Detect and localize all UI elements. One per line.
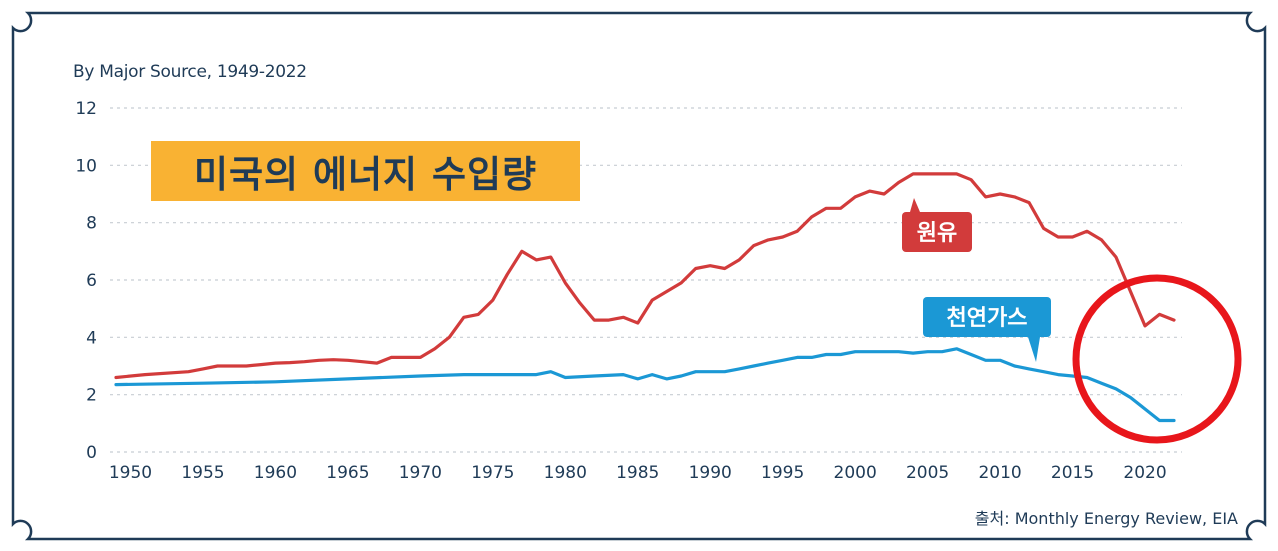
y-tick-label: 10: [75, 156, 97, 176]
x-tick-label: 1950: [109, 463, 152, 483]
chart-frame: [11, 11, 1267, 541]
x-tick-label: 1995: [761, 463, 804, 483]
x-tick-label: 2015: [1051, 463, 1094, 483]
x-tick-label: 1980: [544, 463, 587, 483]
crude-oil-label: 원유: [917, 221, 957, 246]
natural-gas-label: 천연가스: [947, 306, 1028, 331]
chart-subtitle: By Major Source, 1949-2022: [73, 62, 307, 82]
crude-oil-badge: 원유: [902, 198, 972, 252]
natural-gas-badge: 천연가스: [923, 297, 1051, 362]
y-tick-label: 6: [86, 271, 97, 291]
series-lines: [114, 172, 1176, 423]
x-tick-label: 1970: [399, 463, 442, 483]
crude-oil-line: [114, 172, 1176, 380]
x-tick-label: 1990: [689, 463, 732, 483]
x-tick-label: 2005: [906, 463, 949, 483]
y-axis: 0 2 4 6 8 10 12: [75, 99, 97, 463]
x-tick-label: 2010: [978, 463, 1021, 483]
chart-title: 미국의 에너지 수입량: [193, 153, 538, 196]
x-tick-label: 1975: [471, 463, 514, 483]
y-tick-label: 2: [86, 386, 97, 406]
x-tick-label: 1965: [326, 463, 369, 483]
y-tick-label: 4: [86, 328, 97, 348]
y-tick-label: 0: [86, 443, 97, 463]
x-tick-label: 1960: [254, 463, 297, 483]
y-tick-label: 12: [75, 99, 97, 119]
y-tick-label: 8: [86, 214, 97, 234]
highlight-circle: [1072, 274, 1242, 444]
x-tick-label: 2000: [834, 463, 877, 483]
title-banner: 미국의 에너지 수입량: [151, 141, 580, 201]
natural-gas-line: [114, 347, 1176, 423]
x-tick-label: 2020: [1123, 463, 1166, 483]
x-tick-label: 1985: [616, 463, 659, 483]
source-note: 출처: Monthly Energy Review, EIA: [974, 509, 1238, 528]
x-axis: 1950 1955 1960 1965 1970 1975 1980 1985 1990 1995…: [109, 463, 1167, 483]
x-tick-label: 1955: [181, 463, 224, 483]
series-annotations: 원유 천연가스: [902, 198, 1051, 362]
